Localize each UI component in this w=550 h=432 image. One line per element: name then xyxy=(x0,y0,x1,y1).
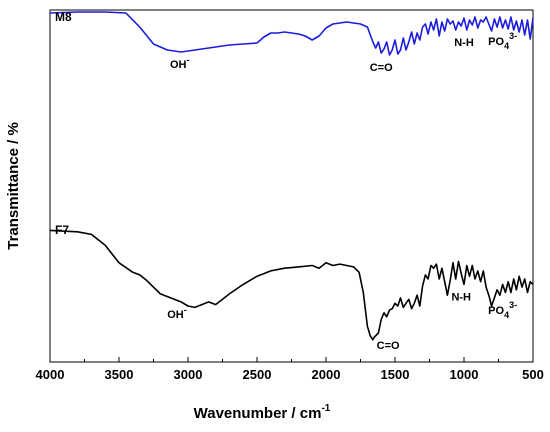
plot-frame xyxy=(49,9,534,363)
annotation-m8-0: OH- xyxy=(170,55,190,71)
x-tick-label-1000: 1000 xyxy=(450,367,479,382)
y-axis-label: Transmittance / % xyxy=(5,122,22,250)
x-tick-label-2500: 2500 xyxy=(243,367,272,382)
x-axis-label-superscript: -1 xyxy=(321,403,330,414)
x-axis-tick-labels: 4000 3500 3000 2500 2000 1500 1000 500 xyxy=(36,367,544,382)
annotation-f7-7: PO43- xyxy=(488,300,517,320)
annotation-f7-6: N-H xyxy=(451,291,471,303)
x-tick-label-3500: 3500 xyxy=(105,367,134,382)
series-label-m8: M8 xyxy=(55,10,72,24)
x-tick-label-3000: 3000 xyxy=(174,367,203,382)
annotation-m8-1: C=O xyxy=(370,62,393,74)
x-axis-ticks xyxy=(49,357,534,362)
series-line-f7 xyxy=(49,229,534,341)
annotation-m8-3: PO43- xyxy=(488,31,517,51)
x-tick-label-500: 500 xyxy=(522,367,544,382)
x-axis-label: Wavenumber / cm-1 xyxy=(194,403,331,422)
series-label-f7: F7 xyxy=(55,223,69,237)
series-layer: M8 F7 xyxy=(49,10,534,341)
x-tick-label-2000: 2000 xyxy=(312,367,341,382)
x-tick-label-1500: 1500 xyxy=(381,367,410,382)
annotation-f7-5: C=O xyxy=(377,340,400,352)
annotation-m8-2: N-H xyxy=(454,37,474,49)
annotations-layer: OH- C=O N-H PO43- OH- C=O N-H PO43- xyxy=(167,31,517,352)
annotation-f7-4: OH- xyxy=(167,305,187,321)
series-line-m8 xyxy=(49,11,534,56)
x-tick-label-4000: 4000 xyxy=(36,367,65,382)
